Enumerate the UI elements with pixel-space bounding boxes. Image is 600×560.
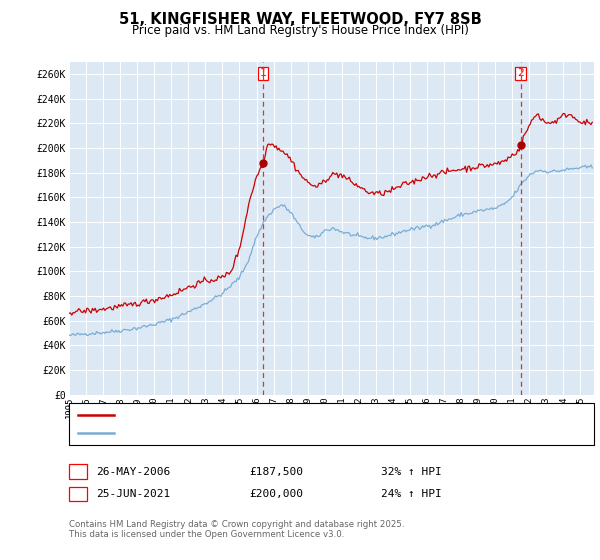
Text: 32% ↑ HPI: 32% ↑ HPI [381, 466, 442, 477]
Text: 2: 2 [74, 487, 82, 501]
Text: 51, KINGFISHER WAY, FLEETWOOD, FY7 8SB: 51, KINGFISHER WAY, FLEETWOOD, FY7 8SB [119, 12, 481, 27]
Text: 2: 2 [517, 68, 524, 78]
Text: £200,000: £200,000 [249, 489, 303, 499]
Text: 25-JUN-2021: 25-JUN-2021 [96, 489, 170, 499]
Text: Price paid vs. HM Land Registry's House Price Index (HPI): Price paid vs. HM Land Registry's House … [131, 24, 469, 37]
Text: £187,500: £187,500 [249, 466, 303, 477]
Text: 24% ↑ HPI: 24% ↑ HPI [381, 489, 442, 499]
Text: 26-MAY-2006: 26-MAY-2006 [96, 466, 170, 477]
Text: 1: 1 [260, 68, 266, 78]
Text: 51, KINGFISHER WAY, FLEETWOOD, FY7 8SB (semi-detached house): 51, KINGFISHER WAY, FLEETWOOD, FY7 8SB (… [120, 410, 473, 420]
Text: Contains HM Land Registry data © Crown copyright and database right 2025.
This d: Contains HM Land Registry data © Crown c… [69, 520, 404, 539]
Text: HPI: Average price, semi-detached house, Wyre: HPI: Average price, semi-detached house,… [120, 428, 385, 438]
Text: 1: 1 [74, 465, 82, 478]
